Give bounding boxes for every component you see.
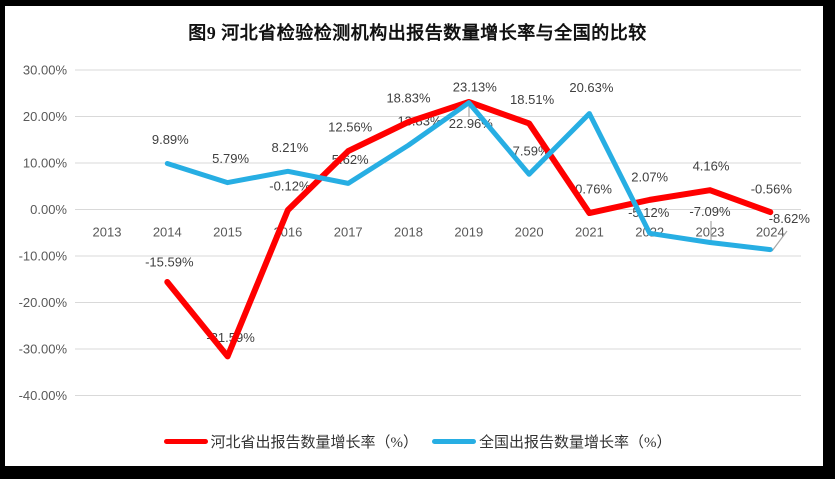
y-axis-tick-label: 20.00% [23,109,68,124]
x-axis-tick-label: 2015 [213,225,242,240]
data-label-national-2023: -7.09% [689,204,731,219]
data-label-national-2014: 9.89% [152,132,189,147]
data-label-hebei-2022: 2.07% [631,169,668,184]
y-axis-tick-label: -20.00% [19,295,68,310]
x-axis-tick-label: 2014 [153,225,182,240]
data-label-hebei-2014: -15.59% [145,254,194,269]
y-axis-tick-label: 30.00% [23,63,68,78]
data-label-hebei-2018: 18.83% [386,90,431,105]
frame-border-right [823,0,835,479]
data-label-national-2021: 20.63% [569,80,614,95]
data-label-hebei-2023: 4.16% [693,159,730,174]
legend-swatch-national-line [432,439,476,444]
series-line-national [164,100,773,253]
x-axis-tick-label: 2021 [575,225,604,240]
legend-item-hebei: 河北省出报告数量增长率（%） [163,431,419,452]
y-axis-tick-label: -30.00% [19,342,68,357]
x-axis-tick-label: 2019 [454,225,483,240]
x-axis-tick-label: 2018 [394,225,423,240]
label-leader-line [771,230,788,252]
frame-border-top [0,0,835,6]
chart-title: 图9 河北省检验检测机构出报告数量增长率与全国的比较 [188,23,647,43]
data-label-hebei-2020: 18.51% [510,92,555,107]
legend-swatch-hebei-line [163,439,208,444]
x-axis-tick-label: 2013 [93,225,122,240]
legend-item-national: 全国出报告数量增长率（%） [432,431,672,452]
data-label-hebei-2021: -0.76% [571,182,613,197]
y-axis-tick-label: 10.00% [23,156,68,171]
frame-border-bottom [0,466,835,479]
data-label-national-2024: -8.62% [769,211,811,226]
y-axis-tick-label: -40.00% [19,388,68,403]
data-label-national-2016: 8.21% [271,140,308,155]
data-label-hebei-2016: -0.12% [269,179,311,194]
x-axis-tick-label: 2023 [696,225,725,240]
x-axis-tick-label: 2024 [756,225,785,240]
y-axis-tick-label: 0.00% [30,202,67,217]
data-label-hebei-2019: 23.13% [453,79,498,94]
legend: 河北省出报告数量增长率（%） 全国出报告数量增长率（%） [0,431,835,452]
frame-border-left [0,0,5,479]
data-label-hebei-2024: -0.56% [751,182,793,197]
legend-label-hebei: 河北省出报告数量增长率（%） [210,435,419,451]
data-label-national-2020: 7.59% [513,144,550,159]
data-label-national-2015: 5.79% [212,151,249,166]
data-label-hebei-2017: 12.56% [328,120,373,135]
x-axis-tick-label: 2020 [515,225,544,240]
legend-label-national: 全国出报告数量增长率（%） [479,435,672,451]
x-axis-tick-label: 2017 [334,225,363,240]
y-axis-tick-label: -10.00% [19,249,68,264]
